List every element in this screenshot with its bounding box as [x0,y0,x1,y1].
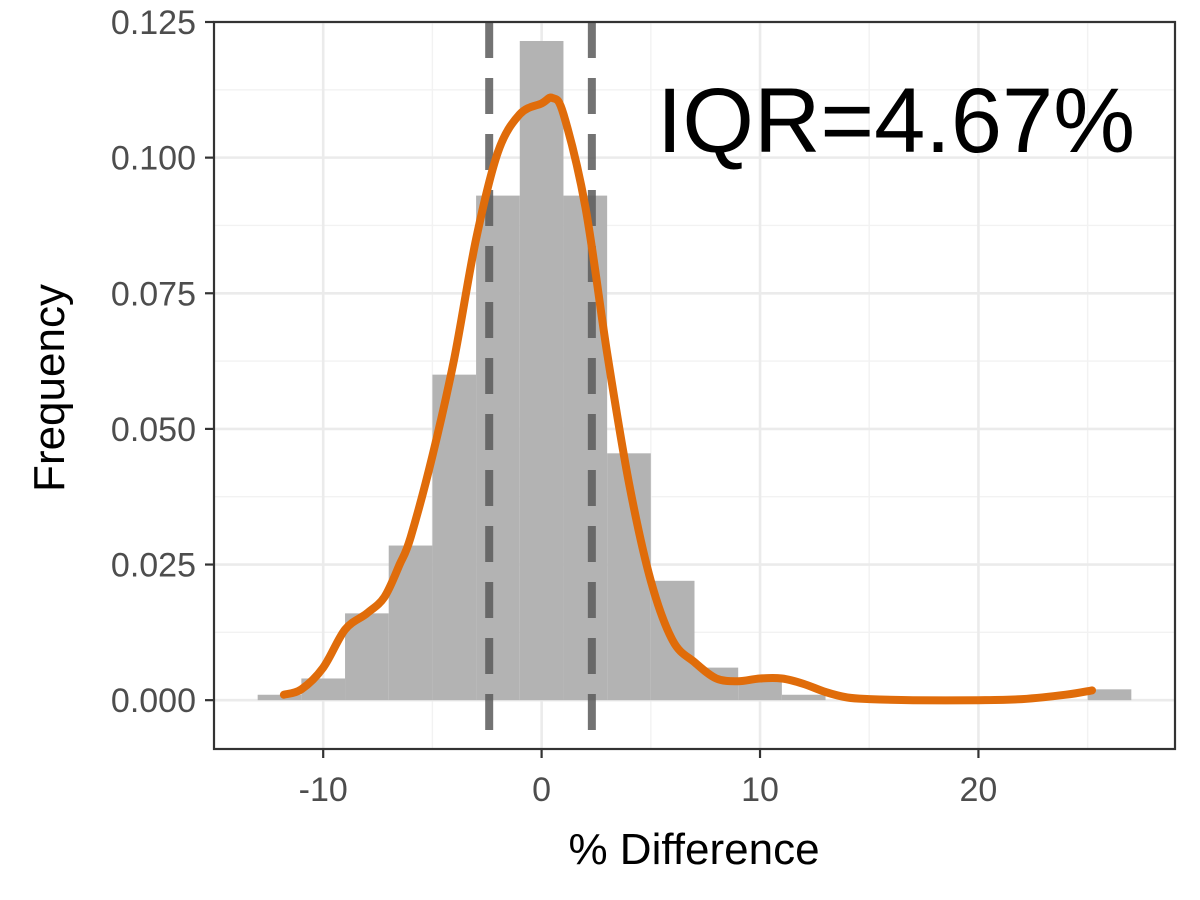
x-axis-title: % Difference [568,825,819,874]
x-tick-label: 10 [741,771,779,809]
histogram-bar [519,40,564,701]
y-axis-title: Frequency [25,284,74,492]
histogram-bar [1087,689,1132,701]
y-tick-label: 0.125 [111,4,196,42]
x-axis-ticks: -10 0 10 20 [299,749,998,809]
y-tick-label: 0.100 [111,140,196,178]
histogram-bar [781,694,826,701]
panel-border [212,20,1177,751]
iqr-annotation: IQR=4.67% [657,70,1135,172]
histogram-bar [257,694,302,701]
y-tick-label: 0.050 [111,411,196,449]
density-curve [279,93,1096,705]
y-tick-label: 0.075 [111,275,196,313]
y-tick-label: 0.025 [111,547,196,585]
x-tick-label: 20 [960,771,998,809]
density-curve-group [279,93,1096,705]
y-tick-label: 0.000 [111,682,196,720]
x-tick-label: 0 [532,771,551,809]
histogram-bar [563,195,608,701]
histogram-bar [476,195,520,701]
iqr-reference-lines [485,22,596,749]
x-tick-label: -10 [299,771,348,809]
y-axis-ticks: 0.000 0.025 0.050 0.075 0.100 0.125 [111,4,214,720]
histogram-bars [257,40,1132,701]
